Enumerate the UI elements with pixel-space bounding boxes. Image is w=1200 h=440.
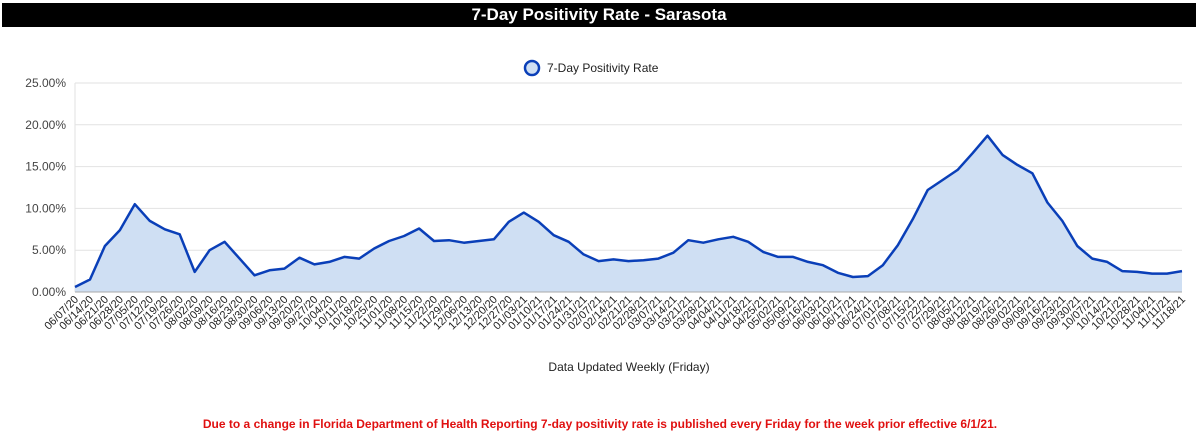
data-point[interactable] [820,262,826,268]
data-point[interactable] [1029,170,1035,176]
data-point[interactable] [132,201,138,207]
y-tick-label: 20.00% [25,118,66,132]
data-point[interactable] [371,246,377,252]
data-point[interactable] [760,249,766,255]
legend-marker-icon [523,59,541,77]
data-point[interactable] [296,255,302,261]
data-point[interactable] [386,238,392,244]
legend-label: 7-Day Positivity Rate [547,61,659,75]
data-point[interactable] [506,219,512,225]
data-point[interactable] [476,238,482,244]
series-line [74,134,1183,289]
data-point[interactable] [1044,200,1050,206]
data-point[interactable] [655,256,661,262]
data-point[interactable] [596,258,602,264]
data-point[interactable] [551,232,557,238]
data-point[interactable] [925,187,931,193]
data-point[interactable] [566,239,572,245]
data-point[interactable] [581,251,587,257]
data-point[interactable] [670,250,676,256]
data-point[interactable] [252,272,258,278]
data-point[interactable] [237,256,243,262]
y-axis-ticks: 0.00% 5.00% 10.00% 15.00% 20.00% 25.00% [25,76,66,299]
x-axis-ticks: 06/07/2006/14/2006/21/2006/28/2007/05/20… [42,133,1188,333]
data-point[interactable] [1104,259,1110,265]
data-point[interactable] [207,247,213,253]
data-point[interactable] [461,240,467,246]
data-point[interactable] [745,239,751,245]
chart-title: 7-Day Positivity Rate - Sarasota [471,5,727,24]
data-point[interactable] [640,257,646,263]
data-point[interactable] [626,258,632,264]
data-point[interactable] [715,236,721,242]
y-tick-label: 15.00% [25,160,66,174]
data-point[interactable] [281,266,287,272]
data-point[interactable] [611,256,617,262]
y-tick-label: 5.00% [32,243,66,257]
data-point[interactable] [1059,218,1065,224]
data-point[interactable] [1149,271,1155,277]
x-axis-title: Data Updated Weekly (Friday) [548,360,709,374]
data-point[interactable] [700,240,706,246]
data-point[interactable] [446,237,452,243]
data-point[interactable] [536,219,542,225]
chart-title-bar: 7-Day Positivity Rate - Sarasota [2,3,1196,27]
data-point[interactable] [266,267,272,273]
series-area-fill [75,135,1182,292]
data-point[interactable] [1014,162,1020,168]
data-point[interactable] [401,233,407,239]
data-point[interactable] [341,254,347,260]
data-point[interactable] [805,259,811,265]
data-point[interactable] [1074,243,1080,249]
data-point[interactable] [775,254,781,260]
data-point[interactable] [431,238,437,244]
data-point[interactable] [491,236,497,242]
data-point[interactable] [162,226,168,232]
data-point[interactable] [87,276,93,282]
data-point[interactable] [1164,271,1170,277]
data-point[interactable] [985,133,991,139]
data-point[interactable] [955,167,961,173]
data-point[interactable] [685,237,691,243]
data-point[interactable] [326,259,332,265]
data-point[interactable] [970,150,976,156]
data-point[interactable] [1089,256,1095,262]
data-point[interactable] [222,239,228,245]
y-tick-label: 0.00% [32,285,66,299]
data-point[interactable] [147,218,153,224]
data-point[interactable] [1119,268,1125,274]
data-point[interactable] [790,254,796,260]
data-point[interactable] [416,225,422,231]
data-point[interactable] [910,216,916,222]
data-point[interactable] [117,227,123,233]
y-tick-label: 25.00% [25,76,66,90]
legend[interactable]: 7-Day Positivity Rate [523,59,659,77]
data-point[interactable] [835,270,841,276]
data-point[interactable] [311,261,317,267]
y-tick-label: 10.00% [25,201,66,215]
data-point[interactable] [880,262,886,268]
data-point[interactable] [356,256,362,262]
data-point[interactable] [1134,269,1140,275]
footnote: Due to a change in Florida Department of… [202,417,998,431]
data-point[interactable] [865,273,871,279]
data-point[interactable] [850,274,856,280]
data-point[interactable] [72,284,78,290]
data-point[interactable] [1179,268,1185,274]
data-point[interactable] [177,231,183,237]
data-point[interactable] [940,177,946,183]
data-point[interactable] [521,210,527,216]
data-point[interactable] [102,243,108,249]
data-point[interactable] [999,152,1005,158]
data-point[interactable] [895,242,901,248]
data-point[interactable] [192,269,198,275]
data-point[interactable] [730,234,736,240]
